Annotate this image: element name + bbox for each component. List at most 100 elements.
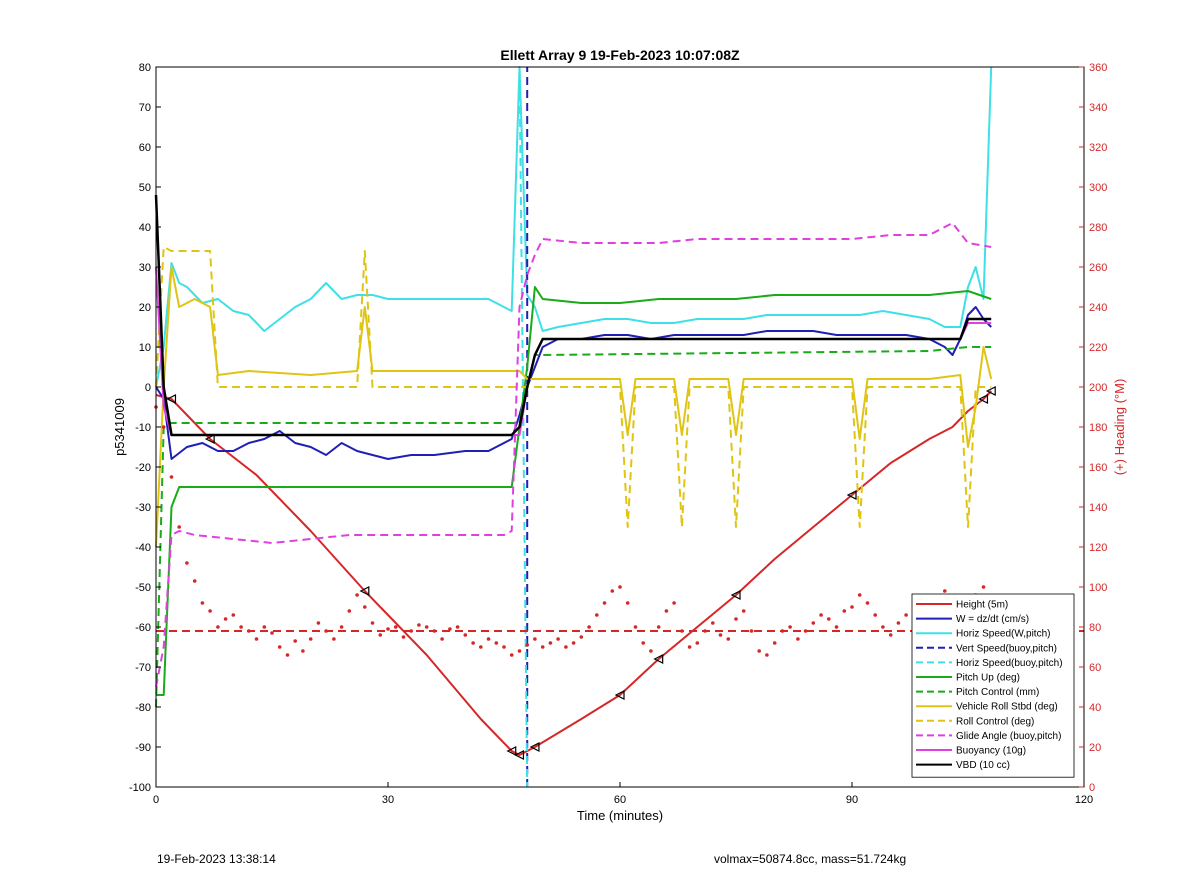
heading-point bbox=[888, 633, 893, 637]
series-line-height-5m bbox=[155, 390, 992, 756]
heading-point bbox=[548, 641, 553, 645]
y-right-tick-label: 180 bbox=[1089, 422, 1107, 434]
height-marker bbox=[730, 590, 741, 600]
y-tick-label: -30 bbox=[135, 502, 151, 514]
heading-point bbox=[726, 637, 731, 641]
heading-point bbox=[656, 625, 661, 629]
heading-point bbox=[587, 625, 591, 629]
y-right-tick-label: 200 bbox=[1089, 382, 1107, 394]
heading-point bbox=[509, 653, 514, 657]
heading-point bbox=[440, 637, 444, 641]
heading-point bbox=[788, 625, 792, 629]
heading-point bbox=[881, 625, 885, 629]
y-right-tick-label: 260 bbox=[1089, 262, 1107, 274]
heading-point bbox=[772, 641, 777, 645]
heading-point bbox=[293, 639, 298, 643]
series-layer bbox=[154, 66, 996, 788]
y-right-tick-label: 160 bbox=[1089, 462, 1107, 474]
height-marker bbox=[614, 690, 625, 700]
height-marker bbox=[978, 394, 989, 404]
heading-point bbox=[254, 637, 259, 641]
y-tick-label: 70 bbox=[139, 102, 151, 114]
heading-point bbox=[239, 625, 243, 629]
x-tick-label: 60 bbox=[614, 794, 626, 806]
series-line-w-dz-dt-cm-s bbox=[155, 306, 992, 460]
series-line-pitch-up-deg bbox=[156, 286, 992, 696]
heading-point bbox=[455, 625, 460, 629]
heading-point bbox=[571, 641, 576, 645]
heading-point bbox=[208, 609, 212, 613]
heading-point bbox=[393, 625, 398, 629]
y-right-tick-label: 100 bbox=[1089, 582, 1107, 594]
legend-label: Roll Control (deg) bbox=[956, 716, 1034, 727]
heading-point bbox=[896, 621, 901, 625]
y-right-tick-label: 0 bbox=[1089, 782, 1095, 794]
heading-point bbox=[556, 637, 560, 641]
heading-point bbox=[277, 645, 282, 649]
heading-point bbox=[479, 645, 483, 649]
heading-point bbox=[625, 601, 630, 605]
heading-point bbox=[943, 589, 947, 593]
y-axis-label-left: p5341009 bbox=[112, 398, 127, 456]
right-axis: 0 20 40 60 80 100 120 140 160 180 200 220 240 260 280 3… bbox=[1079, 62, 1107, 794]
heading-point bbox=[757, 649, 761, 653]
left-axis: -100-90-80-70-60-50-40-30-20-10010203040… bbox=[129, 62, 161, 794]
height-marker bbox=[204, 434, 215, 444]
y-tick-label: 10 bbox=[139, 342, 151, 354]
heading-point bbox=[796, 637, 800, 641]
heading-point bbox=[579, 635, 584, 639]
x-axis-label: Time (minutes) bbox=[577, 808, 663, 823]
heading-point bbox=[857, 593, 862, 597]
y-tick-label: 80 bbox=[139, 62, 151, 74]
heading-point bbox=[834, 625, 839, 629]
y-tick-label: -90 bbox=[135, 742, 151, 754]
series-line-horiz-speed-buoy-pitch bbox=[518, 66, 529, 788]
legend-label: Horiz Speed(buoy,pitch) bbox=[956, 658, 1063, 669]
legend-label: Vehicle Roll Stbd (deg) bbox=[956, 702, 1058, 713]
heading-point bbox=[463, 633, 468, 637]
heading-point bbox=[316, 621, 321, 625]
heading-point bbox=[525, 643, 529, 647]
y-tick-label: -80 bbox=[135, 702, 151, 714]
heading-point bbox=[502, 645, 506, 649]
series-line-horiz-speed-w-pitch bbox=[155, 66, 993, 388]
legend-label: Pitch Control (mm) bbox=[956, 687, 1039, 698]
heading-point bbox=[223, 617, 228, 621]
heading-point bbox=[262, 625, 267, 629]
heading-point bbox=[873, 613, 877, 617]
heading-point bbox=[200, 601, 205, 605]
heading-point bbox=[687, 645, 692, 649]
y-right-tick-label: 60 bbox=[1089, 662, 1101, 674]
legend-label: Height (5m) bbox=[956, 600, 1008, 611]
heading-point bbox=[471, 641, 475, 645]
legend: Height (5m) W = dz/dt (cm/s) Horiz Speed(W… bbox=[911, 593, 1075, 778]
y-right-tick-label: 220 bbox=[1089, 342, 1107, 354]
heading-point bbox=[664, 609, 669, 613]
height-marker bbox=[359, 586, 370, 596]
heading-point bbox=[270, 631, 274, 635]
heading-point bbox=[185, 561, 189, 565]
y-right-tick-label: 340 bbox=[1089, 102, 1107, 114]
heading-point bbox=[347, 609, 352, 613]
y-right-tick-label: 140 bbox=[1089, 502, 1107, 514]
legend-label: Vert Speed(buoy,pitch) bbox=[956, 643, 1057, 654]
bottom-axis: 0 30 60 90 120 bbox=[153, 782, 1093, 806]
heading-point bbox=[641, 641, 645, 645]
heading-point bbox=[332, 637, 336, 641]
heading-point bbox=[595, 613, 599, 617]
heading-point bbox=[633, 625, 638, 629]
y-tick-label: 60 bbox=[139, 142, 151, 154]
heading-point bbox=[494, 641, 499, 645]
heading-point bbox=[169, 475, 174, 479]
legend-label: Horiz Speed(W,pitch) bbox=[956, 629, 1050, 640]
y-right-tick-label: 320 bbox=[1089, 142, 1107, 154]
heading-point bbox=[161, 425, 166, 429]
y-axis-label-right: (+) Heading (°M) bbox=[1112, 379, 1127, 476]
heading-point bbox=[695, 641, 700, 645]
heading-point bbox=[842, 609, 847, 613]
heading-point bbox=[564, 645, 568, 649]
x-tick-label: 90 bbox=[846, 794, 858, 806]
heading-point bbox=[811, 621, 816, 625]
heading-point bbox=[177, 525, 181, 529]
